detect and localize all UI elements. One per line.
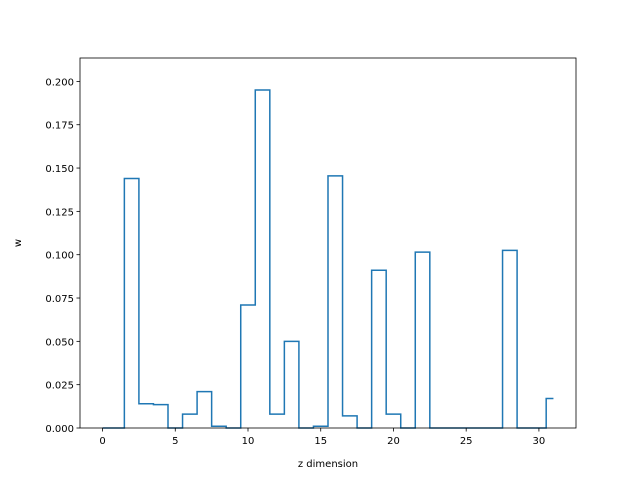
y-tick-label: 0.200 [45,77,74,88]
x-tick-label: 20 [387,436,400,447]
y-tick-label: 0.100 [45,251,74,262]
x-axis-ticks: 0 5 10 15 20 25 30 [99,428,545,447]
x-tick-label: 25 [460,436,473,447]
x-tick-label: 15 [314,436,327,447]
y-tick-label: 0.175 [45,121,74,132]
y-tick-label: 0.075 [45,294,74,305]
y-axis-ticks: 0.000 0.025 0.050 0.075 0.100 0.125 0.150 0.175… [45,77,80,435]
x-tick-label: 10 [242,436,255,447]
y-tick-label: 0.000 [45,424,74,435]
x-axis-label: z dimension [298,459,358,470]
y-axis-label: w [13,239,24,247]
plot-frame [79,57,577,429]
y-tick-label: 0.125 [45,207,74,218]
x-tick-label: 5 [172,436,178,447]
x-tick-label: 0 [99,436,105,447]
y-tick-label: 0.050 [45,337,74,348]
y-tick-label: 0.150 [45,164,74,175]
y-tick-label: 0.025 [45,381,74,392]
x-tick-label: 30 [533,436,546,447]
